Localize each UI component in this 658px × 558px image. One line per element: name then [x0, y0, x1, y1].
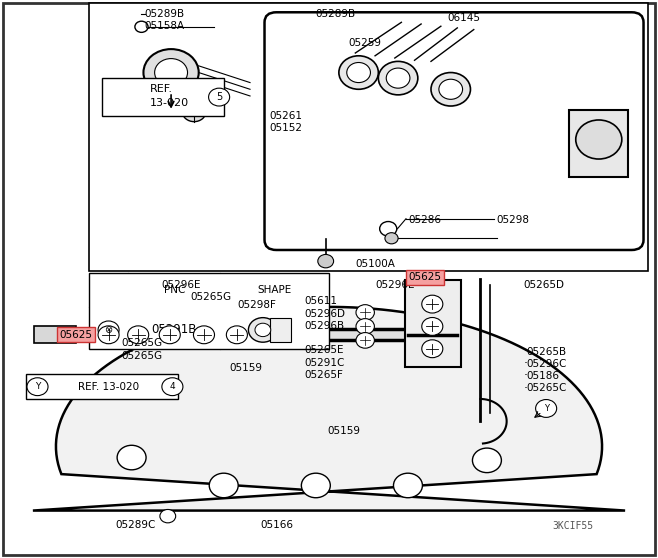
Text: 05265F: 05265F — [305, 370, 343, 380]
Text: 3KCIF55: 3KCIF55 — [552, 521, 593, 531]
Text: 05289B: 05289B — [316, 9, 356, 19]
Circle shape — [162, 378, 183, 396]
Circle shape — [128, 326, 149, 344]
Text: 05296B: 05296B — [305, 321, 345, 331]
Text: 05298: 05298 — [497, 215, 530, 225]
Circle shape — [422, 340, 443, 358]
Text: REF.: REF. — [149, 84, 172, 94]
Circle shape — [339, 56, 378, 89]
FancyBboxPatch shape — [569, 110, 628, 177]
Text: 05100A: 05100A — [355, 259, 395, 269]
FancyBboxPatch shape — [405, 280, 461, 367]
Circle shape — [193, 326, 215, 344]
Text: Y: Y — [544, 404, 549, 413]
FancyBboxPatch shape — [89, 3, 648, 271]
Circle shape — [356, 305, 374, 320]
Text: 05291B: 05291B — [152, 324, 197, 336]
Text: 05265B: 05265B — [526, 347, 567, 357]
Text: Y: Y — [35, 382, 40, 391]
Circle shape — [209, 473, 238, 498]
Text: SHAPE: SHAPE — [257, 285, 292, 295]
FancyBboxPatch shape — [34, 326, 76, 343]
Text: 05159: 05159 — [328, 426, 361, 436]
Circle shape — [318, 254, 334, 268]
Text: 05186: 05186 — [526, 371, 559, 381]
Circle shape — [255, 323, 271, 336]
FancyBboxPatch shape — [89, 273, 329, 349]
Circle shape — [135, 21, 148, 32]
Text: 05625: 05625 — [59, 330, 92, 340]
Circle shape — [356, 319, 374, 334]
Circle shape — [98, 321, 119, 339]
FancyBboxPatch shape — [26, 374, 178, 399]
FancyBboxPatch shape — [102, 78, 224, 116]
FancyBboxPatch shape — [265, 12, 644, 250]
Text: 05289B: 05289B — [145, 9, 185, 19]
Text: 05159: 05159 — [229, 363, 262, 373]
Circle shape — [472, 448, 501, 473]
Circle shape — [386, 68, 410, 88]
Text: 05296E: 05296E — [375, 280, 415, 290]
Text: 05611: 05611 — [305, 296, 338, 306]
FancyBboxPatch shape — [3, 3, 655, 555]
Circle shape — [27, 378, 48, 396]
Text: 05261: 05261 — [270, 110, 303, 121]
Circle shape — [356, 333, 374, 348]
FancyBboxPatch shape — [74, 329, 408, 340]
Text: 05265G: 05265G — [191, 292, 232, 302]
Circle shape — [422, 318, 443, 335]
Circle shape — [182, 85, 206, 105]
Text: 05265D: 05265D — [523, 280, 564, 290]
Circle shape — [422, 295, 443, 313]
Text: 5: 5 — [216, 92, 222, 102]
Circle shape — [380, 222, 397, 236]
Circle shape — [248, 318, 278, 342]
Text: 05286: 05286 — [408, 215, 441, 225]
Polygon shape — [33, 307, 625, 511]
Text: 05291C: 05291C — [305, 358, 345, 368]
Circle shape — [347, 62, 370, 83]
Text: 05298F: 05298F — [237, 300, 276, 310]
Text: 05296C: 05296C — [526, 359, 567, 369]
Circle shape — [439, 79, 463, 99]
Text: PNC: PNC — [164, 285, 185, 295]
Text: 06145: 06145 — [447, 13, 480, 23]
Circle shape — [209, 88, 230, 106]
Text: 13-020: 13-020 — [149, 98, 189, 108]
Circle shape — [155, 59, 188, 86]
Circle shape — [536, 400, 557, 417]
Text: 05158A: 05158A — [145, 21, 185, 31]
Text: 05265C: 05265C — [526, 383, 567, 393]
Text: 05625: 05625 — [409, 272, 442, 282]
Circle shape — [182, 102, 206, 122]
Text: ⊗: ⊗ — [105, 325, 113, 335]
Circle shape — [431, 73, 470, 106]
Circle shape — [393, 473, 422, 498]
Text: 05289C: 05289C — [115, 519, 155, 530]
Text: 05265E: 05265E — [305, 345, 344, 355]
Circle shape — [385, 233, 398, 244]
Circle shape — [143, 49, 199, 96]
FancyBboxPatch shape — [270, 318, 291, 342]
Circle shape — [301, 473, 330, 498]
Text: 05166: 05166 — [260, 519, 293, 530]
Circle shape — [226, 326, 247, 344]
Text: 05259: 05259 — [349, 38, 382, 48]
Circle shape — [160, 509, 176, 523]
Text: 4: 4 — [170, 382, 175, 391]
Text: 05296D: 05296D — [305, 309, 345, 319]
Text: 05296E: 05296E — [161, 280, 201, 290]
Circle shape — [117, 445, 146, 470]
Circle shape — [576, 120, 622, 159]
Text: 05265G: 05265G — [122, 351, 163, 361]
Text: 05265G: 05265G — [122, 338, 163, 348]
Circle shape — [98, 326, 119, 344]
Circle shape — [159, 326, 180, 344]
Circle shape — [378, 61, 418, 95]
Text: REF. 13-020: REF. 13-020 — [78, 382, 139, 392]
Text: 05152: 05152 — [270, 123, 303, 133]
